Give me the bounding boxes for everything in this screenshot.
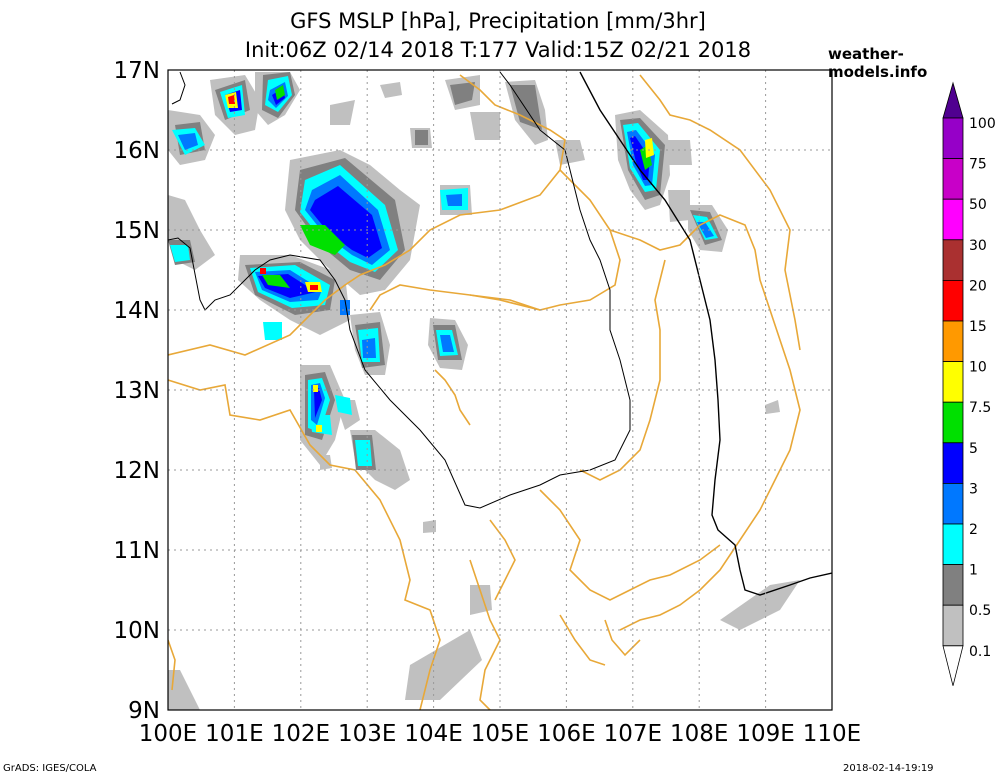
legend-label: 7.5 xyxy=(969,400,991,416)
lon-label: 106E xyxy=(537,721,595,747)
legend-swatch xyxy=(942,117,964,159)
legend-swatch xyxy=(942,320,964,362)
lon-label: 102E xyxy=(272,721,330,747)
coastline xyxy=(168,71,832,596)
legend-swatch xyxy=(942,401,964,444)
lat-label: 16N xyxy=(114,138,160,164)
legend-label: 2 xyxy=(969,522,978,538)
footer-credit: GrADS: IGES/COLA xyxy=(3,763,97,774)
legend-swatch xyxy=(942,482,964,525)
lat-label: 11N xyxy=(114,538,160,564)
legend-label: 1 xyxy=(969,563,978,579)
legend-label: 100 xyxy=(969,116,996,132)
lon-label: 108E xyxy=(670,721,728,747)
lon-label: 110E xyxy=(803,721,861,747)
precip-legend: 100 75 50 30 20 15 10 7.5 5 3 2 1 0.5 0.1 xyxy=(942,81,996,686)
lon-label: 103E xyxy=(338,721,396,747)
lon-label: 101E xyxy=(205,721,263,747)
legend-swatch xyxy=(942,604,964,647)
lat-label: 15N xyxy=(114,218,160,244)
map-title-line1: GFS MSLP [hPa], Precipitation [mm/3hr] xyxy=(290,9,706,33)
legend-swatch xyxy=(942,239,964,281)
legend-bottom-triangle xyxy=(942,645,964,686)
footer-timestamp: 2018-02-14-19:19 xyxy=(843,763,934,774)
legend-label: 0.1 xyxy=(969,644,991,660)
lat-label: 17N xyxy=(114,58,160,84)
legend-label: 0.5 xyxy=(969,603,991,619)
lat-label: 14N xyxy=(114,298,160,324)
legend-label: 3 xyxy=(969,481,978,497)
lon-label: 107E xyxy=(604,721,662,747)
legend-label: 50 xyxy=(969,197,987,213)
legend-swatch xyxy=(942,158,964,200)
legend-swatch xyxy=(942,279,964,322)
lat-label: 12N xyxy=(114,458,160,484)
legend-label: 10 xyxy=(969,360,987,376)
lon-label: 105E xyxy=(471,721,529,747)
site-credit: weather-models.info xyxy=(828,45,928,81)
legend-label: 75 xyxy=(969,157,987,173)
legend-swatch xyxy=(942,442,964,484)
lon-label: 109E xyxy=(736,721,794,747)
country-borders xyxy=(168,74,801,710)
legend-label: 15 xyxy=(969,319,987,335)
legend-label: 30 xyxy=(969,238,987,254)
legend-swatch xyxy=(942,361,964,403)
map-title-line2: Init:06Z 02/14 2018 T:177 Valid:15Z 02/2… xyxy=(244,38,752,62)
legend-swatch xyxy=(942,523,964,565)
lat-label: 9N xyxy=(128,698,160,724)
legend-swatch xyxy=(942,564,964,606)
legend-label: 5 xyxy=(969,441,978,457)
gridlines xyxy=(168,70,832,710)
legend-label: 20 xyxy=(969,278,987,294)
lon-label: 104E xyxy=(404,721,462,747)
precip-shading xyxy=(168,72,800,710)
legend-top-triangle xyxy=(942,81,964,119)
legend-swatch xyxy=(942,198,964,241)
lon-label: 100E xyxy=(139,721,197,747)
lat-label: 10N xyxy=(114,618,160,644)
map-frame xyxy=(167,69,833,711)
lat-label: 13N xyxy=(114,378,160,404)
